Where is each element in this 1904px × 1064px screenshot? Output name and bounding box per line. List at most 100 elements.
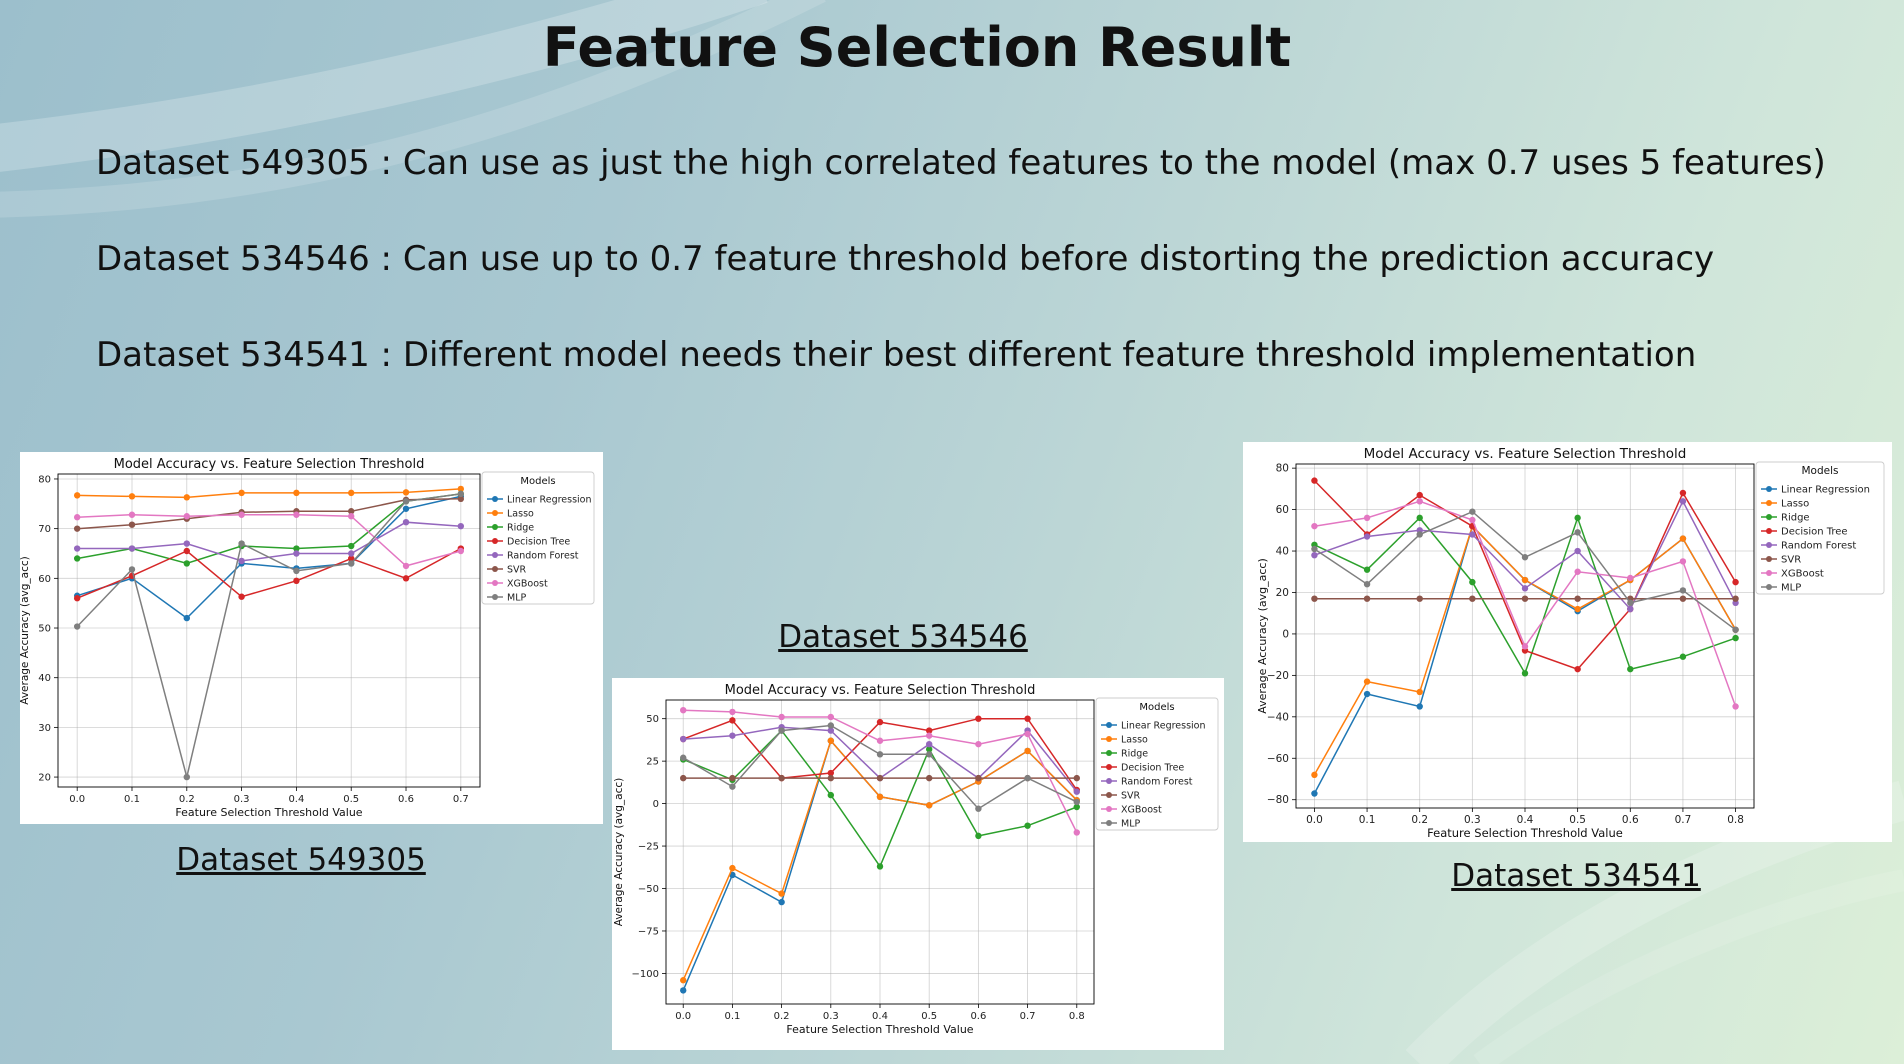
chart-549305: 0.0 0.1 0.2 0.3 0.4 0.5 0.6 0.7 20 30 40 50 60 70 80 Mo… bbox=[20, 457, 595, 819]
data-point bbox=[183, 614, 190, 622]
data-point bbox=[778, 890, 785, 897]
data-point bbox=[1521, 554, 1529, 561]
legend-label: XGBoost bbox=[1781, 569, 1824, 580]
legend-label: XGBoost bbox=[507, 579, 548, 590]
legend-marker bbox=[492, 538, 498, 544]
legend-label: Random Forest bbox=[1121, 777, 1193, 788]
data-point bbox=[293, 545, 300, 552]
data-point bbox=[1363, 566, 1371, 573]
x-tick-label: 0.1 bbox=[124, 794, 140, 805]
data-point bbox=[1469, 595, 1476, 602]
y-tick-label: 40 bbox=[1276, 546, 1289, 558]
chart-panel-534546: 0.0 0.1 0.2 0.3 0.4 0.5 0.6 0.7 0.8 −100 −75 −50 −25… bbox=[612, 678, 1224, 1050]
data-point bbox=[128, 566, 136, 573]
data-point bbox=[128, 511, 136, 518]
data-point bbox=[457, 485, 465, 493]
data-point bbox=[73, 545, 81, 552]
legend-marker bbox=[1106, 820, 1112, 826]
legend: Models Linear Regression Lasso Ridge Decisio… bbox=[1095, 697, 1219, 831]
data-point bbox=[1732, 634, 1739, 642]
series-line-ridge bbox=[77, 493, 461, 565]
data-point bbox=[183, 773, 190, 781]
data-point bbox=[1574, 665, 1581, 673]
data-point bbox=[1311, 551, 1318, 559]
chart-panel-534541: 0.0 0.1 0.2 0.3 0.4 0.5 0.6 0.7 0.8 −80 −60 −40 −20 0… bbox=[1243, 442, 1892, 842]
data-point bbox=[1521, 585, 1529, 592]
data-point bbox=[1679, 558, 1687, 565]
data-point bbox=[457, 547, 465, 555]
x-tick-label: 0.6 bbox=[1622, 814, 1639, 826]
data-point bbox=[1024, 822, 1031, 829]
legend: Models Linear Regression Lasso Ridge Decisio… bbox=[1755, 461, 1885, 595]
y-tick-label: 30 bbox=[38, 723, 51, 734]
data-point bbox=[1073, 829, 1080, 836]
data-point bbox=[1469, 531, 1476, 538]
x-tick-label: 0.8 bbox=[1727, 814, 1744, 826]
data-point bbox=[1574, 529, 1581, 536]
data-point bbox=[348, 513, 355, 520]
caption-dataset-549305: Dataset 549305 bbox=[176, 842, 426, 878]
data-point bbox=[348, 555, 355, 562]
legend-box bbox=[1755, 461, 1885, 595]
x-tick-label: 0.5 bbox=[1569, 814, 1586, 826]
data-point bbox=[925, 732, 933, 739]
x-tick-label: 0.7 bbox=[1020, 1011, 1036, 1022]
legend-marker bbox=[1766, 500, 1772, 506]
legend-title: Models bbox=[1139, 702, 1174, 713]
series-line-xgboost bbox=[77, 513, 461, 567]
x-tick-label: 0.4 bbox=[288, 794, 304, 805]
legend-label: SVR bbox=[1781, 555, 1801, 566]
data-point bbox=[1073, 774, 1080, 782]
data-point bbox=[402, 575, 410, 582]
y-tick-label: −100 bbox=[632, 969, 659, 980]
data-point bbox=[925, 802, 933, 809]
x-tick-label: 0.4 bbox=[1517, 814, 1534, 826]
legend-marker bbox=[492, 510, 498, 516]
data-point bbox=[1679, 535, 1687, 542]
y-tick-label: 0 bbox=[653, 799, 659, 810]
data-point bbox=[1521, 595, 1529, 602]
data-point bbox=[183, 547, 190, 555]
y-tick-label: 60 bbox=[38, 574, 51, 585]
y-tick-label: 50 bbox=[38, 624, 51, 635]
legend-marker bbox=[1766, 584, 1772, 590]
data-point bbox=[827, 774, 835, 782]
legend-label: Lasso bbox=[1121, 735, 1148, 746]
data-point bbox=[457, 495, 465, 503]
data-point bbox=[1627, 599, 1634, 607]
data-point bbox=[876, 737, 884, 744]
legend-marker bbox=[1106, 722, 1112, 728]
data-point bbox=[348, 542, 355, 550]
x-tick-label: 0.2 bbox=[1411, 814, 1428, 826]
x-tick-label: 0.5 bbox=[343, 794, 359, 805]
data-point bbox=[402, 489, 410, 496]
y-tick-label: −80 bbox=[1267, 794, 1289, 806]
data-point bbox=[1627, 574, 1634, 582]
data-point bbox=[128, 545, 136, 552]
data-point bbox=[925, 727, 933, 734]
data-point bbox=[402, 498, 410, 505]
caption-dataset-534546: Dataset 534546 bbox=[778, 619, 1028, 655]
data-point bbox=[680, 774, 687, 782]
data-point bbox=[1073, 803, 1080, 811]
data-point bbox=[1574, 514, 1581, 522]
data-point bbox=[293, 489, 300, 497]
legend-marker bbox=[492, 594, 498, 600]
y-tick-label: 40 bbox=[38, 673, 51, 684]
legend-label: Random Forest bbox=[1781, 541, 1856, 552]
data-point bbox=[1416, 491, 1423, 499]
legend-label: SVR bbox=[1121, 791, 1141, 802]
x-axis-label: Feature Selection Threshold Value bbox=[786, 1023, 973, 1036]
legend-label: Decision Tree bbox=[1121, 763, 1184, 774]
data-point bbox=[238, 489, 245, 497]
data-point bbox=[778, 898, 785, 906]
data-point bbox=[975, 740, 982, 748]
data-point bbox=[1732, 578, 1739, 586]
legend-marker bbox=[1766, 528, 1772, 534]
data-point bbox=[238, 593, 245, 600]
legend-box bbox=[481, 471, 595, 605]
data-point bbox=[293, 567, 300, 575]
legend-label: Lasso bbox=[507, 509, 534, 520]
data-point bbox=[1311, 790, 1318, 797]
legend-label: Linear Regression bbox=[1781, 485, 1870, 496]
